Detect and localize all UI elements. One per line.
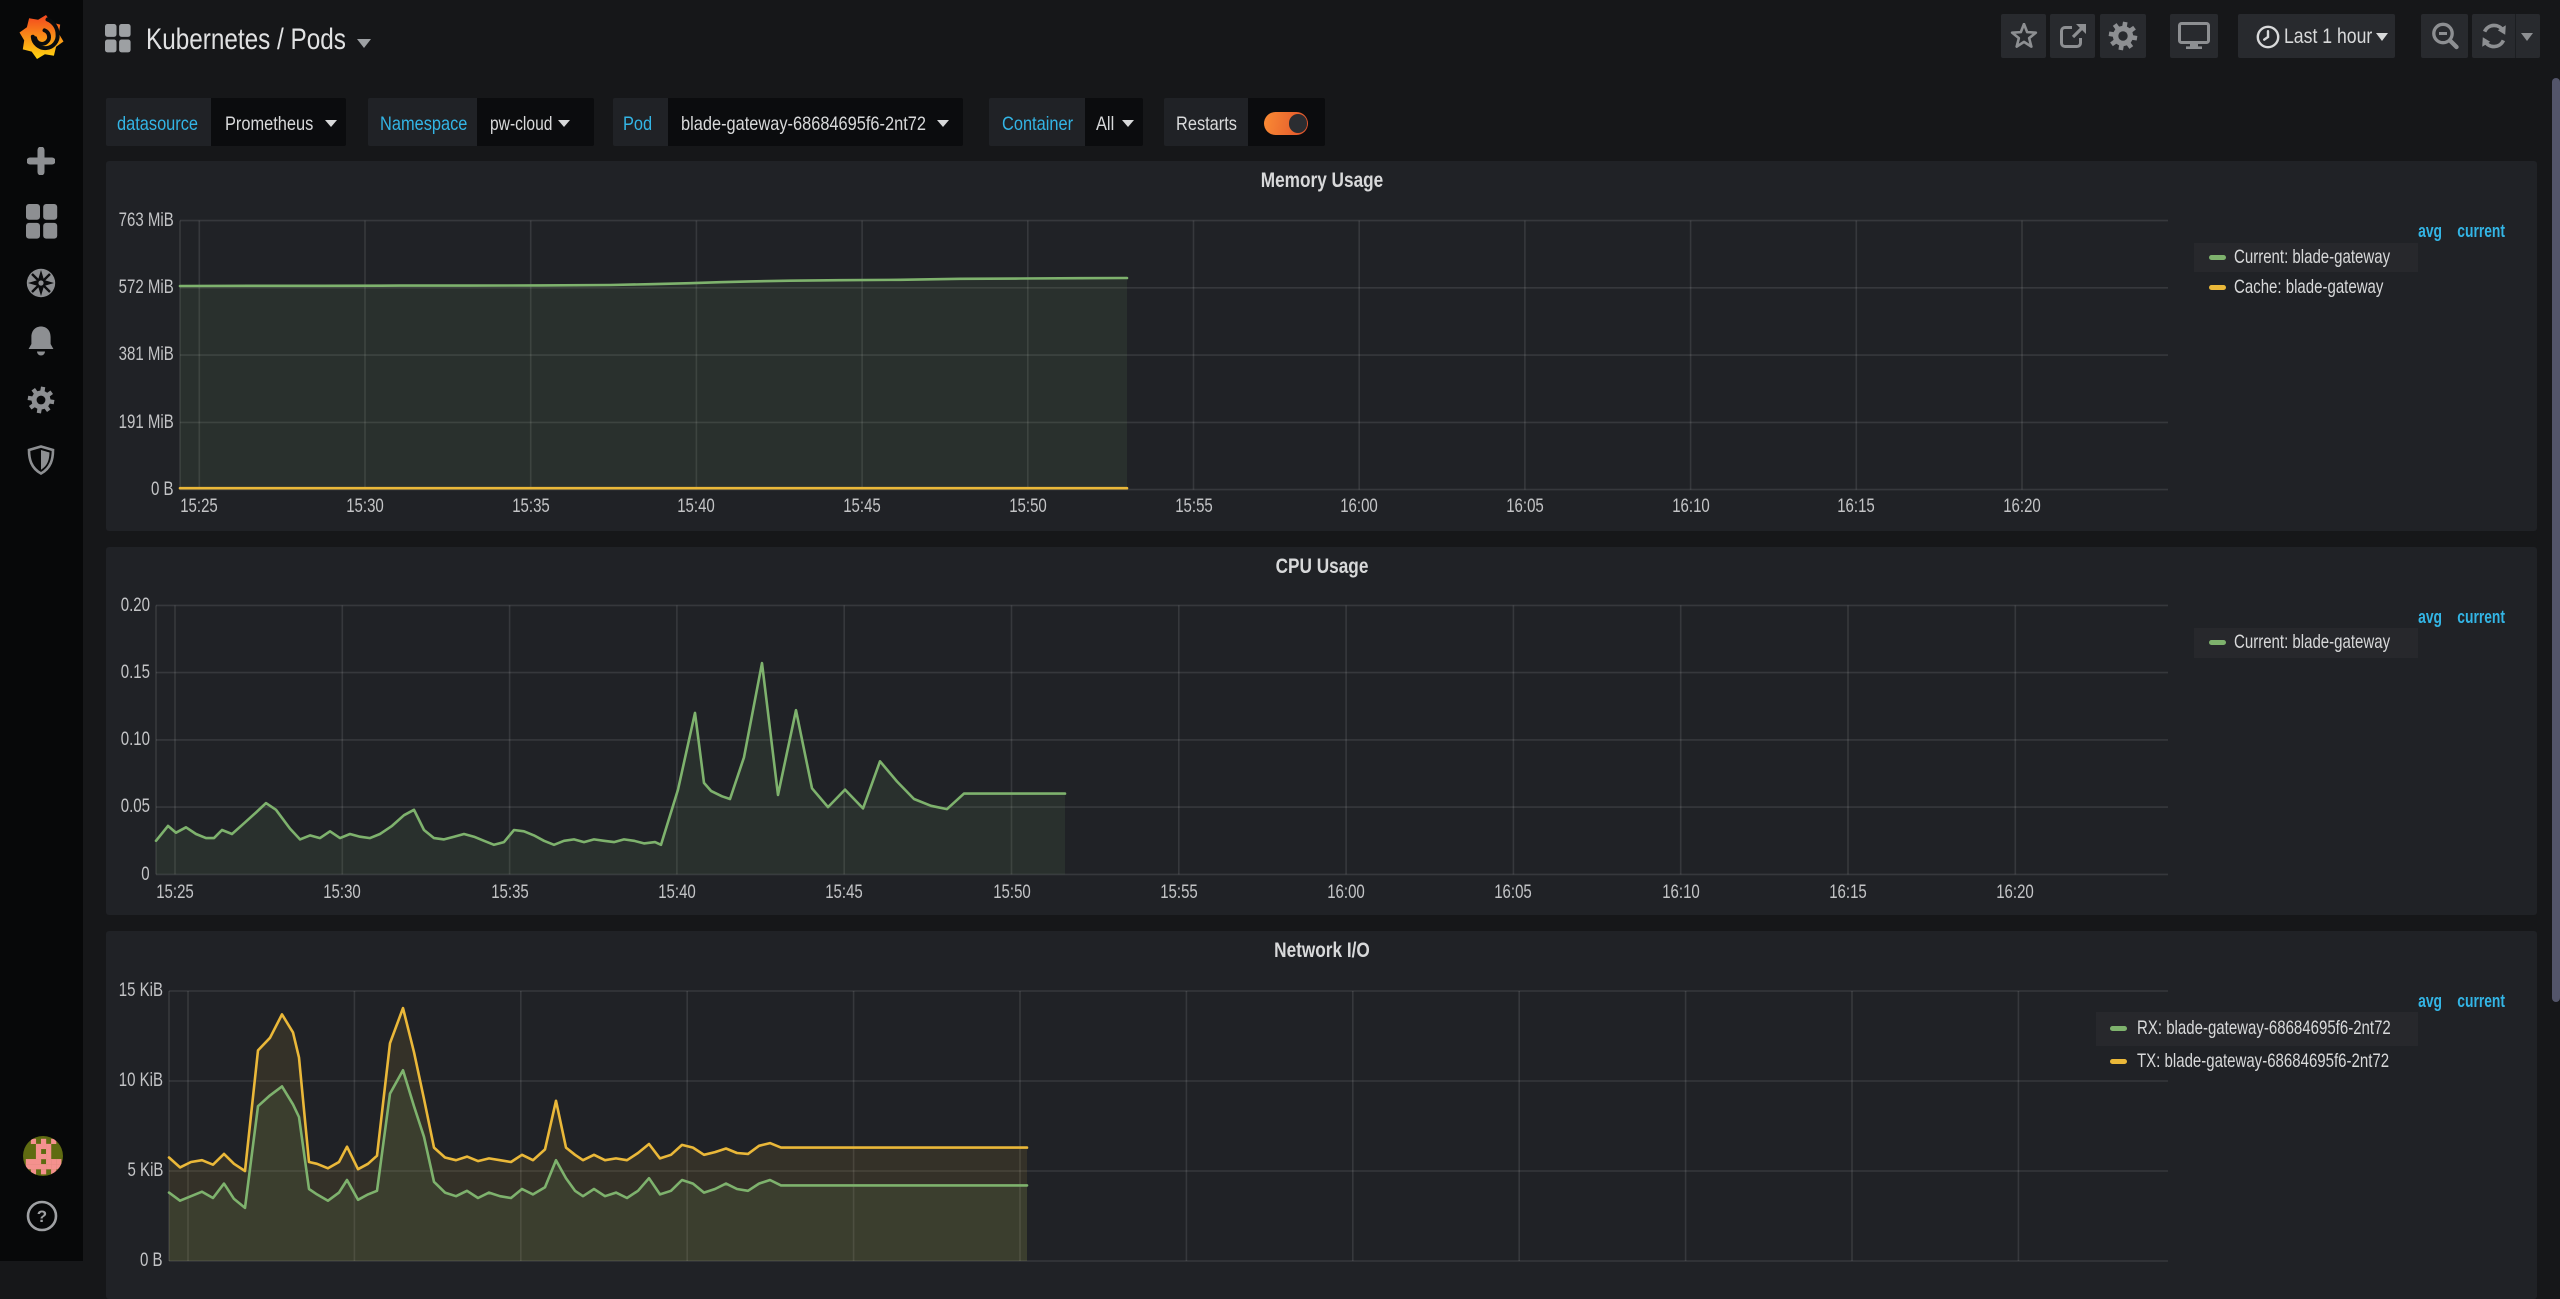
svg-text:?: ?	[37, 1207, 47, 1226]
